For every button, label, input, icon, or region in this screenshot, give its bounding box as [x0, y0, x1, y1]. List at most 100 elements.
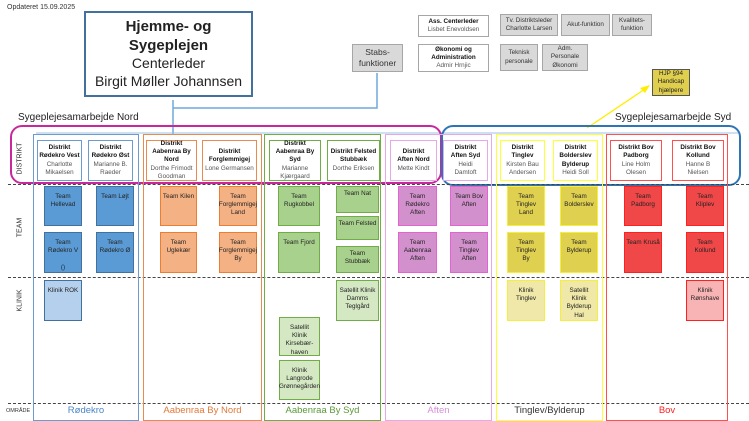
- district-leader: Dorthe Eriksen: [332, 164, 375, 172]
- team-box: Team Kruså: [624, 232, 662, 273]
- team-box: Team Uglekær: [160, 232, 197, 273]
- team-box: Team Aabenraa Aften: [398, 232, 437, 273]
- district-box: Distrikt Rødekro Øst Marianne B. Raeder: [88, 140, 133, 181]
- district-leader: Marianne Kjærgaard: [280, 164, 310, 180]
- district-leader: Heidi Soll: [562, 168, 589, 176]
- arrow-head-icon: [640, 85, 650, 93]
- updated-date: Opdateret 15.09.2025: [7, 4, 76, 11]
- area-label: Rødekro: [67, 405, 105, 416]
- staff-box-name: Teknisk personale: [505, 49, 533, 65]
- district-leader: Hanne B Nielsen: [685, 160, 711, 176]
- staff-box: Akut-funktion: [561, 14, 610, 36]
- district-leader: Charlotte Mikaelsen: [45, 160, 74, 176]
- team-box: Team Stubbæk: [336, 246, 379, 273]
- team-box: Team Fjord: [278, 232, 320, 273]
- row-label-klinik: KLINIK: [16, 289, 24, 312]
- district-box: Distrikt Bov Padborg Line Holm Olesen: [610, 140, 662, 181]
- clinic-box: Klinik Langrode Grønnegården: [279, 360, 320, 400]
- team-box: Team Rugkobbel: [278, 186, 320, 226]
- team-box: Team Bylderup: [560, 232, 598, 273]
- team-box: Team Kliplev: [686, 186, 724, 226]
- district-name: Distrikt Bov Kollund: [680, 144, 716, 160]
- team-box: Team Bov Aften: [450, 186, 488, 226]
- team-box: Team Nat: [336, 186, 379, 213]
- staff-box-name: Tv. Distriktsleder Charlotte Larsen: [505, 16, 553, 32]
- area-label: Aabenraa By Nord: [163, 405, 242, 416]
- district-leader: Heidi Damtoft: [454, 160, 477, 176]
- team-box: Team Kollund: [686, 232, 724, 273]
- district-name: Distrikt Felsted Stubbæk: [330, 148, 377, 164]
- center-box: Hjemme- og Sygeplejen Centerleder Birgit…: [84, 11, 253, 97]
- district-name: Distrikt Aabenraa By Syd: [275, 140, 315, 164]
- staff-box: Ass. Centerleder Lisbet Enevoldsen: [418, 15, 489, 37]
- staff-box-name: Lisbet Enevoldsen: [427, 26, 480, 33]
- district-box: Distrikt Felsted Stubbæk Dorthe Eriksen: [327, 140, 380, 181]
- clinic-box: Satellit Klinik Damms Teglgård: [336, 280, 379, 321]
- district-box: Distrikt Rødekro Vest Charlotte Mikaelsen: [37, 140, 82, 181]
- team-box: Team Rødekro Aften: [398, 186, 437, 226]
- area-label: Tinglev/Bylderup: [514, 405, 585, 416]
- center-leader: Birgit Møller Johannsen: [94, 72, 243, 89]
- clinic-box: Klinik ROK: [44, 280, 82, 321]
- staff-box-title: Økonomi og Administration: [431, 45, 476, 61]
- district-name: Distrikt Rødekro Vest: [39, 144, 80, 160]
- team-box: Team Tinglev By: [507, 232, 545, 273]
- clinic-box: Satellit Klinik Bylderup Hal: [560, 280, 598, 321]
- row-divider: [8, 403, 749, 404]
- team-box: Team Rødekro Ø: [96, 232, 134, 273]
- row-label-omrade: OMRÅDE: [6, 408, 31, 414]
- team-box: Team Rødekro V (): [44, 232, 82, 273]
- clinic-box: Klinik Rønshave: [686, 280, 724, 321]
- row-label-distrikt: DISTRIKT: [16, 142, 24, 175]
- area-label: Bov: [658, 405, 676, 416]
- staff-box: Adm. Personale Økonomi: [542, 44, 588, 71]
- row-divider: [8, 277, 749, 278]
- row-divider: [8, 184, 749, 185]
- staff-box: Økonomi og Administration Admir Hrnjic: [418, 44, 489, 72]
- district-name: Distrikt Rødekro Øst: [91, 144, 130, 160]
- staff-box-name: Adm. Personale Økonomi: [550, 45, 580, 69]
- district-box: Distrikt Aabenraa By Syd Marianne Kjærgaa…: [269, 140, 321, 181]
- district-leader: Marianne B. Raeder: [93, 160, 128, 176]
- district-name: Distrikt Bolderslev Bylderup: [559, 144, 592, 168]
- team-box: Team Tinglev Land: [507, 186, 545, 226]
- district-name: Distrikt Forglemmigej: [208, 148, 251, 164]
- team-box: Team Tinglev Aften: [450, 232, 488, 273]
- district-leader: Dorthe Frimodt Goodman: [150, 164, 193, 180]
- district-box: Distrikt Aabenraa By Nord Dorthe Frimodt …: [146, 140, 197, 181]
- area-label: Aabenraa By Syd: [285, 405, 360, 416]
- center-title: Hjemme- og Sygeplejen: [125, 17, 212, 54]
- district-leader: Line Holm Olesen: [621, 160, 651, 176]
- clinic-box: Satellit Klinik Kirsebær- haven: [279, 317, 320, 356]
- staff-box-name: Kvalitets- funktion: [619, 16, 645, 32]
- hjp-box: HJP §94 Handicap hjælpere: [652, 69, 690, 96]
- team-box: Team Forglemmigej By: [219, 232, 257, 273]
- team-box: Team Padborg: [624, 186, 662, 226]
- district-box: Distrikt Aften Syd Heidi Damtoft: [443, 140, 488, 181]
- staff-box: Kvalitets- funktion: [612, 14, 652, 36]
- staff-box-title: Ass. Centerleder: [428, 17, 479, 25]
- hjp-arrow: [586, 88, 646, 129]
- district-name: Distrikt Aabenraa By Nord: [152, 140, 191, 164]
- district-name: Distrikt Aften Syd: [450, 144, 481, 160]
- district-leader: Kirsten Bau Andersen: [506, 160, 539, 176]
- team-box: Team Forglemmigej Land: [219, 186, 257, 226]
- row-label-team: TEAM: [16, 217, 24, 238]
- district-box: Distrikt Bov Kollund Hanne B Nielsen: [672, 140, 724, 181]
- collab-nord-label: Sygeplejesamarbejde Nord: [18, 112, 139, 123]
- district-box: Distrikt Bolderslev Bylderup Heidi Soll: [553, 140, 598, 181]
- staff-box-name: Admir Hrnjic: [436, 62, 471, 70]
- center-role: Centerleder: [131, 55, 206, 72]
- district-name: Distrikt Aften Nord: [397, 148, 430, 164]
- district-box: Distrikt Aften Nord Mette Kindt: [390, 140, 437, 181]
- district-leader: Lone Germansen: [205, 164, 254, 172]
- district-box: Distrikt Tinglev Kirsten Bau Andersen: [500, 140, 545, 181]
- district-name: Distrikt Tinglev: [511, 144, 534, 160]
- team-box: Team Løjt: [96, 186, 134, 226]
- district-leader: Mette Kindt: [397, 164, 430, 172]
- district-name: Distrikt Bov Padborg: [618, 144, 654, 160]
- collab-syd-label: Sygeplejesamarbejde Syd: [615, 112, 732, 123]
- team-box: Team Kilen: [160, 186, 197, 226]
- area-label: Aften: [427, 405, 450, 416]
